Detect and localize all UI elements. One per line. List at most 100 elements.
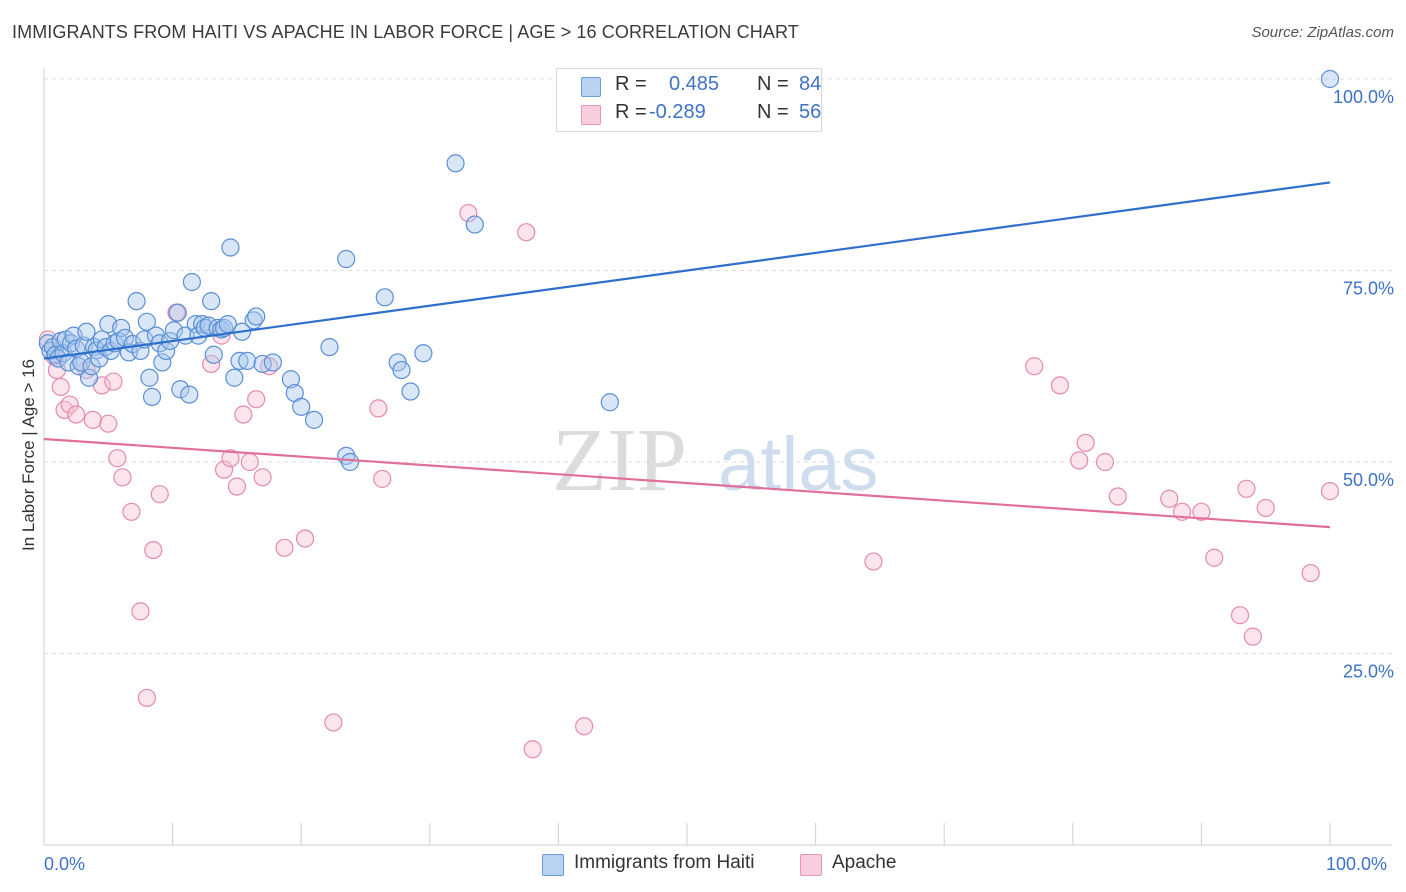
scatter-point [1160, 489, 1179, 508]
scatter-point [230, 351, 249, 370]
scatter-point [304, 410, 324, 429]
scatter-point [221, 238, 240, 257]
scatter-point [238, 351, 257, 370]
watermark: ZIP atlas [552, 411, 879, 510]
scatter-point [131, 602, 150, 621]
scatter-point [204, 345, 223, 364]
scatter-point [281, 370, 301, 389]
correlation-stats-box: R = 0.485 N = 84 R = -0.289 N = 56 [556, 68, 822, 132]
swatch-blue [581, 77, 601, 97]
scatter-point [164, 321, 183, 340]
r-label: R = [615, 73, 647, 95]
scatter-point [1108, 487, 1127, 506]
scatter-point [171, 380, 190, 399]
scatter-point [108, 449, 127, 468]
scatter-point [320, 338, 339, 357]
scatter-point [55, 400, 74, 420]
scatter-point [292, 397, 311, 416]
scatter-point [59, 353, 78, 372]
scatter-point [1076, 433, 1095, 452]
scatter-point [369, 399, 388, 418]
scatter-point [153, 353, 172, 372]
y-tick-label-2: 75.0% [1343, 279, 1394, 299]
scatter-point [99, 414, 118, 433]
scatter-point [517, 223, 536, 242]
scatter-point [864, 552, 883, 571]
scatter-point [140, 368, 159, 387]
y-axis-label: In Labor Force | Age > 16 [19, 359, 38, 551]
scatter-point [240, 452, 259, 472]
scatter-point [123, 334, 142, 354]
scatter-point [122, 502, 141, 521]
scatter-point [295, 529, 315, 548]
scatter-point [225, 368, 244, 387]
scatter-point [373, 469, 392, 488]
scatter-point [263, 353, 283, 372]
scatter-point [1025, 357, 1044, 376]
scatter-point [221, 449, 240, 468]
legend-item-apache[interactable]: Apache [800, 852, 920, 876]
n-label: N = [757, 101, 789, 123]
n-value: 56 [799, 101, 822, 123]
scatter-point [414, 344, 433, 363]
scatter-point [104, 372, 123, 391]
scatter-point [1301, 563, 1320, 583]
scatter-point [1320, 69, 1340, 89]
axes [43, 68, 1392, 846]
scatter-point [253, 468, 272, 487]
scatter-point [1256, 498, 1275, 518]
scatter-point [1243, 627, 1262, 646]
scatter-point [247, 307, 266, 326]
scatter-point [77, 322, 96, 341]
scatter-point [459, 203, 478, 223]
scatter-point [182, 272, 201, 292]
scatter-point [1050, 376, 1070, 395]
scatter-point [144, 540, 163, 560]
legend-label: Apache [832, 852, 897, 873]
scatter-point [1070, 451, 1089, 470]
scatter-point [340, 452, 360, 472]
series-immigrants-from-haiti [38, 69, 1340, 472]
scatter-point [60, 395, 79, 414]
scatter-point [401, 382, 420, 401]
scatter-point [375, 288, 394, 307]
x-tick-max: 100.0% [1326, 854, 1387, 874]
r-value: -0.289 [649, 101, 706, 123]
n-value: 84 [799, 73, 822, 95]
trend-line-apache [43, 437, 1331, 529]
r-value: 0.485 [669, 73, 720, 95]
series-apache [38, 203, 1340, 759]
scatter-point [1192, 502, 1211, 521]
scatter-point [234, 405, 253, 424]
y-tick-label-3: 100.0% [1333, 87, 1394, 107]
scatter-point [168, 303, 187, 322]
scatter-point [112, 318, 131, 338]
scatter-point [324, 713, 343, 732]
legend-item-haiti[interactable]: Immigrants from Haiti [542, 852, 782, 876]
legend-label: Immigrants from Haiti [574, 852, 755, 873]
scatter-point [600, 393, 619, 412]
scatter-point [137, 312, 156, 331]
scatter-point [150, 485, 169, 504]
watermark-atlas: atlas [718, 422, 879, 507]
r-label: R = [615, 101, 647, 123]
scatter-point [465, 215, 484, 234]
scatter-point [67, 405, 86, 424]
scatter-point [1237, 479, 1256, 498]
scatter-point [127, 292, 146, 311]
y-tick-labels: 25.0% 50.0% 75.0% 100.0% [1333, 87, 1394, 682]
swatch-pink [581, 105, 601, 125]
scatter-point [1320, 482, 1340, 501]
y-tick-label-0: 25.0% [1343, 662, 1394, 682]
scatter-point [523, 740, 542, 759]
scatter-point [446, 154, 465, 173]
scatter-point [202, 292, 221, 311]
scatter-point [1205, 548, 1224, 567]
scatter-point [392, 360, 411, 380]
scatter-point [137, 688, 156, 708]
scatter-point [227, 477, 246, 496]
trend-line-haiti [43, 181, 1331, 360]
scatter-point [83, 410, 102, 429]
chart-title: IMMIGRANTS FROM HAITI VS APACHE IN LABOR… [12, 22, 799, 42]
